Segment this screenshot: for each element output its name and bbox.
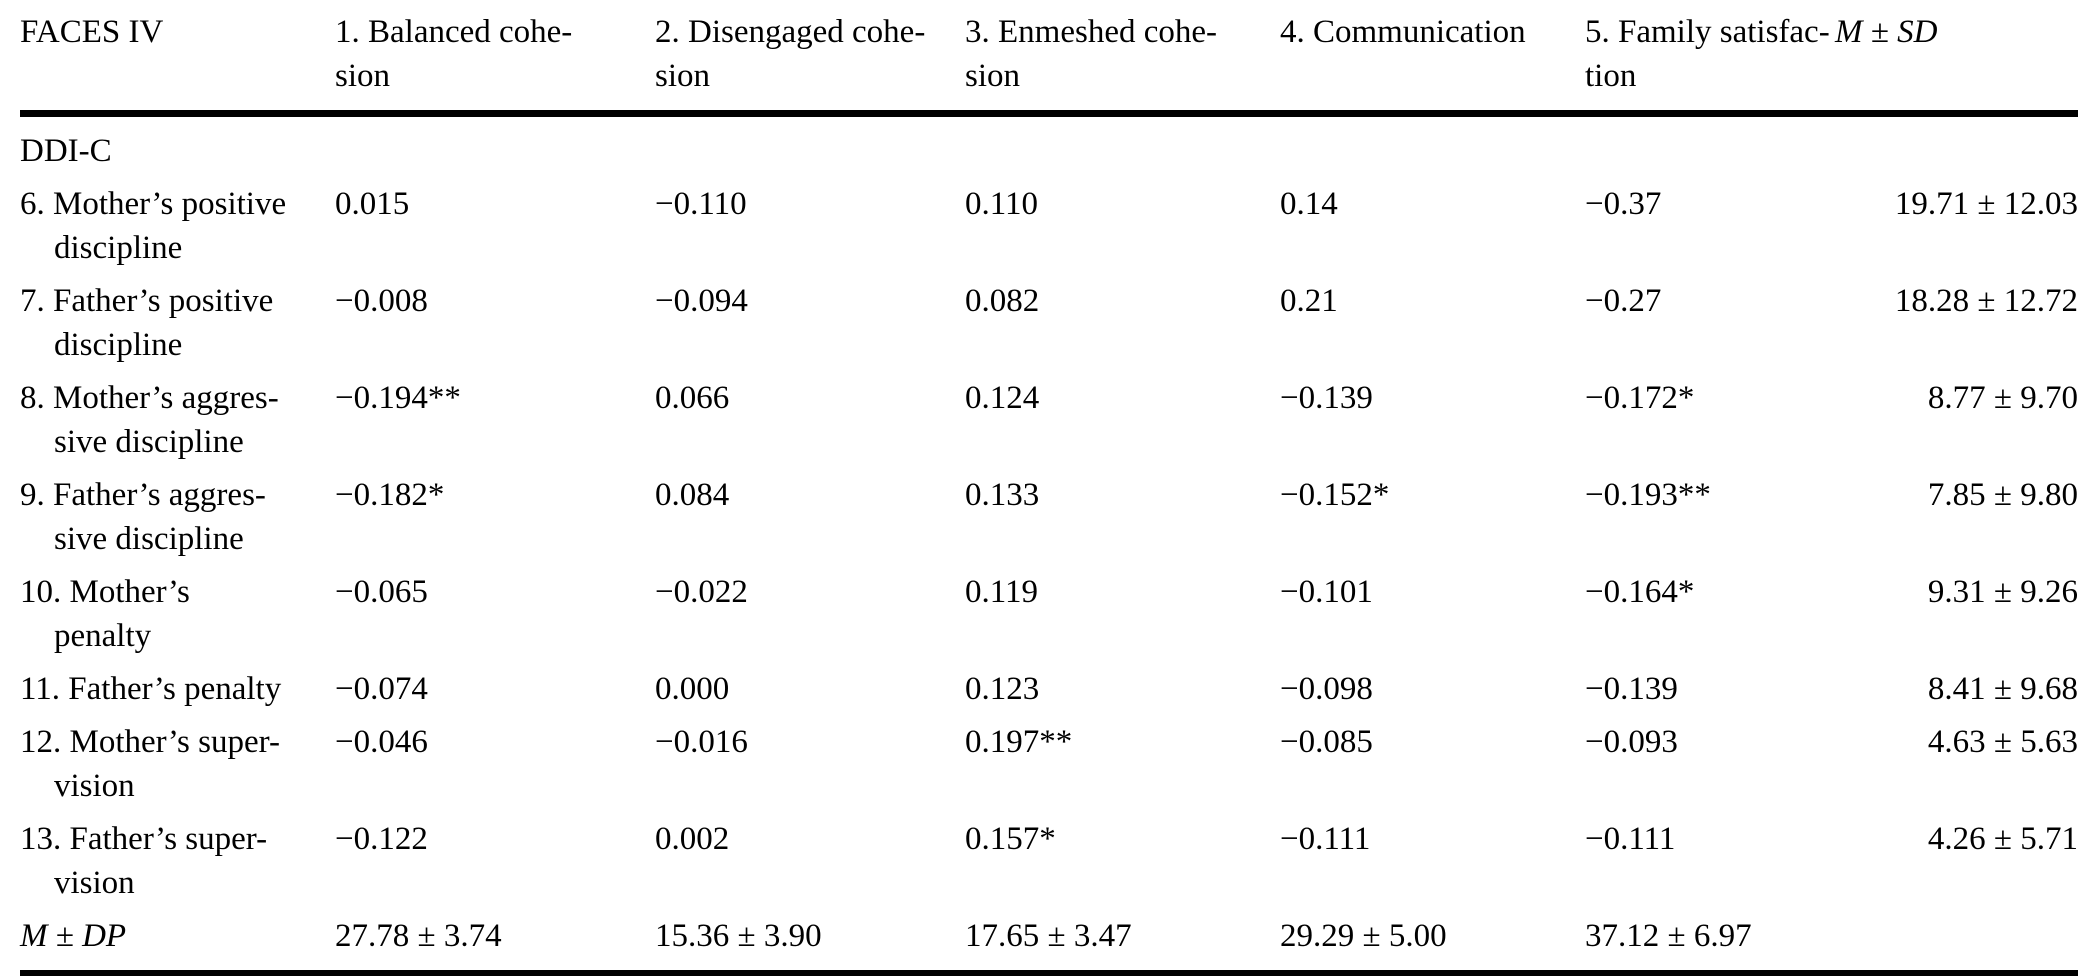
col-header-disengaged-cohesion: 2. Disengaged cohe- sion [655,2,965,117]
row-label-cell: 6. Mother’s positive discipline [20,173,335,270]
row-label-cell: 13. Father’s super- vision [20,808,335,905]
table-row: 10. Mother’s penalty −0.065 −0.022 0.119… [20,561,2078,658]
cell: 0.110 [965,186,1039,222]
faces-iv-correlation-table: FACES IV 1. Balanced cohe- sion 2. Disen… [20,2,2078,976]
row-label: 10. Mother’s penalty [20,574,190,654]
cell: −0.122 [335,821,428,857]
table-row: 9. Father’s aggres- sive discipline −0.1… [20,464,2078,561]
row-label-cell: 12. Mother’s super- vision [20,711,335,808]
cell-m-sd: 7.85 ± 9.80 [1927,477,2078,513]
table-row-m-dp: M ± DP 27.78 ± 3.74 15.36 ± 3.90 17.65 ±… [20,905,2078,976]
col-header-faces-iv: FACES IV [20,2,335,117]
cell: −0.37 [1585,186,1662,222]
cell: 17.65 ± 3.47 [965,905,1280,976]
cell: −0.172* [1585,380,1695,416]
cell: −0.093 [1585,724,1678,760]
cell-m-sd: 9.31 ± 9.26 [1927,574,2078,610]
cell: 15.36 ± 3.90 [655,905,965,976]
row-label: 6. Mother’s positive discipline [20,186,287,266]
row-label-cell: M ± DP [20,905,335,976]
cell: −0.111 [1585,821,1676,857]
row-label-cell: 8. Mother’s aggres- sive discipline [20,367,335,464]
cell: 0.000 [655,671,730,707]
col-header-enmeshed-cohesion: 3. Enmeshed cohe- sion [965,2,1280,117]
cell: 29.29 ± 5.00 [1280,905,1585,976]
cell-m-sd: 4.26 ± 5.71 [1927,821,2078,857]
cell: −0.022 [655,574,748,610]
section-row-ddi-c: DDI-C [20,114,2078,174]
cell-m-sd: 18.28 ± 12.72 [1894,283,2078,319]
cell: −0.046 [335,724,428,760]
table-body: DDI-C 6. Mother’s positive discipline 0.… [20,114,2078,976]
cell-m-sd: 4.63 ± 5.63 [1927,724,2078,760]
table-row: 12. Mother’s super- vision −0.046 −0.016… [20,711,2078,808]
cell: −0.193** [1585,477,1711,513]
row-label: 12. Mother’s super- vision [20,724,280,804]
row-label: 8. Mother’s aggres- sive discipline [20,380,279,460]
table-header: FACES IV 1. Balanced cohe- sion 2. Disen… [20,2,2078,117]
cell: 37.12 ± 6.97 [1585,905,1835,976]
cell-m-sd [1835,905,2078,976]
cell: 0.002 [655,821,730,857]
cell: 0.015 [335,186,410,222]
cell: −0.008 [335,283,428,319]
table-row: 6. Mother’s positive discipline 0.015 −0… [20,173,2078,270]
cell: −0.110 [655,186,747,222]
cell: −0.164* [1585,574,1695,610]
cell: −0.194** [335,380,461,416]
cell: 0.157* [965,821,1056,857]
cell: −0.094 [655,283,748,319]
cell: −0.152* [1280,477,1390,513]
cell-m-sd: 8.77 ± 9.70 [1927,380,2078,416]
cell: 0.084 [655,477,730,513]
row-label-cell: 11. Father’s penalty [20,658,335,711]
cell: −0.101 [1280,574,1373,610]
row-label: 11. Father’s penalty [20,671,282,707]
cell: −0.27 [1585,283,1662,319]
table-row: 11. Father’s penalty −0.074 0.000 0.123 … [20,658,2078,711]
cell: −0.065 [335,574,428,610]
cell: 27.78 ± 3.74 [335,905,655,976]
section-label: DDI-C [20,133,112,169]
row-label: 13. Father’s super- vision [20,821,268,901]
cell: −0.111 [1280,821,1371,857]
row-label: 9. Father’s aggres- sive discipline [20,477,266,557]
cell: 0.119 [965,574,1039,610]
cell: −0.182* [335,477,445,513]
cell: 0.133 [965,477,1040,513]
cell: −0.085 [1280,724,1373,760]
table-row: 13. Father’s super- vision −0.122 0.002 … [20,808,2078,905]
row-label: M ± DP [20,918,127,954]
cell: 0.14 [1280,186,1338,222]
col-header-balanced-cohesion: 1. Balanced cohe- sion [335,2,655,117]
header-row: FACES IV 1. Balanced cohe- sion 2. Disen… [20,2,2078,117]
cell: −0.098 [1280,671,1373,707]
cell: −0.139 [1280,380,1373,416]
cell: −0.016 [655,724,748,760]
col-header-m-sd: M ± SD [1835,2,2078,117]
col-header-communication: 4. Communication [1280,2,1585,117]
col-header-family-satisfaction: 5. Family satisfac- tion [1585,2,1835,117]
cell: 0.21 [1280,283,1338,319]
cell: −0.074 [335,671,428,707]
cell: 0.123 [965,671,1040,707]
cell: 0.082 [965,283,1040,319]
row-label-cell: 7. Father’s positive discipline [20,270,335,367]
row-label-cell: 10. Mother’s penalty [20,561,335,658]
cell: −0.139 [1585,671,1678,707]
cell: 0.197** [965,724,1073,760]
cell: 0.124 [965,380,1040,416]
cell: 0.066 [655,380,730,416]
row-label: 7. Father’s positive discipline [20,283,274,363]
table-row: 8. Mother’s aggres- sive discipline −0.1… [20,367,2078,464]
row-label-cell: 9. Father’s aggres- sive discipline [20,464,335,561]
cell-m-sd: 19.71 ± 12.03 [1894,186,2078,222]
table-row: 7. Father’s positive discipline −0.008 −… [20,270,2078,367]
cell-m-sd: 8.41 ± 9.68 [1927,671,2078,707]
